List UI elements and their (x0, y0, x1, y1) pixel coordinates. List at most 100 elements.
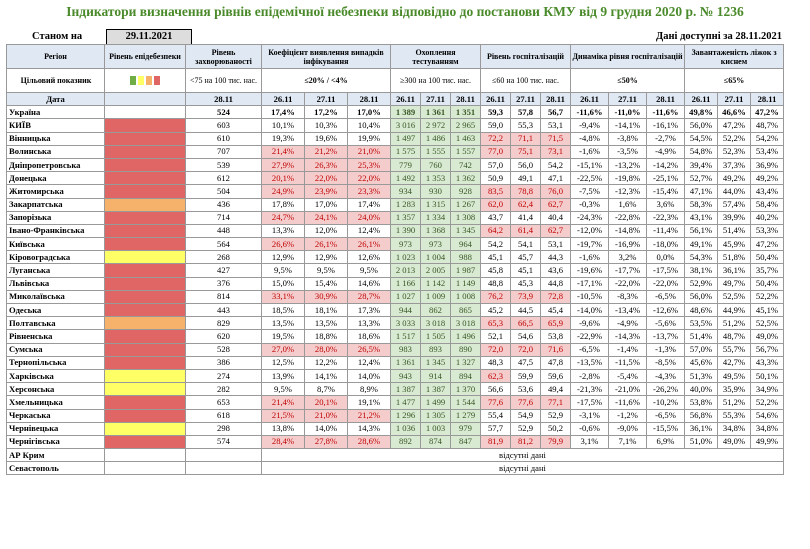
incidence-cell: 436 (185, 197, 262, 212)
oxygen-cell: 49,7% (717, 276, 751, 291)
testing-cell: 1 492 (390, 171, 421, 186)
hosp-dynamics-cell: 7,1% (608, 434, 647, 450)
detection-cell: 28,4% (261, 434, 305, 450)
testing-cell: 1 517 (390, 329, 421, 344)
detection-cell: 21,2% (347, 408, 391, 423)
hosp-dynamics-cell: -17,5% (570, 395, 609, 410)
hosp-dynamics-cell: -12,3% (608, 184, 647, 199)
table-row: Севастополь відсутні дані (6, 461, 784, 476)
hosp-cell: 54,6 (510, 329, 541, 344)
hosp-cell: 44,8 (540, 276, 571, 291)
region-name: Хмельницька (6, 395, 105, 410)
oxygen-cell: 34,8% (717, 421, 751, 436)
oxygen-cell: 54,3% (684, 250, 718, 265)
hosp-cell: 43,7 (480, 210, 511, 225)
oxygen-cell: 48,7% (717, 329, 751, 344)
hosp-dynamics-cell: -14,8% (608, 223, 647, 239)
level-cell (104, 105, 186, 120)
testing-cell: 1 351 (450, 105, 481, 120)
table-row: Вінницька 610 19,3% 19,6% 19,9% 1 497 1 486 1 4… (6, 131, 784, 146)
detection-cell: 12,9% (304, 250, 348, 265)
detection-cell: 9,5% (304, 263, 348, 278)
hosp-dynamics-cell: -1,2% (608, 408, 647, 423)
testing-cell: 1 575 (390, 144, 421, 159)
detection-cell: 22,0% (347, 171, 391, 186)
hosp-cell: 73,9 (510, 289, 541, 305)
region-name: Одеська (6, 302, 105, 318)
detection-cell: 33,1% (261, 289, 305, 305)
detection-cell: 17,0% (347, 105, 391, 120)
target-oxygen: ≤65% (684, 68, 784, 93)
target-hosp: ≤60 на 100 тис. нас. (480, 68, 571, 93)
detection-cell: 19,9% (347, 131, 391, 146)
detection-cell: 21,4% (261, 144, 305, 159)
indicators-table: Регіон Рівень епідебезпеки Рівень захвор… (6, 44, 784, 476)
detection-cell: 18,5% (261, 302, 305, 318)
testing-cell: 1 477 (390, 395, 421, 410)
testing-cell: 779 (390, 157, 421, 173)
oxygen-cell: 52,5% (717, 289, 751, 305)
testing-cell: 1 036 (390, 421, 421, 436)
oxygen-cell: 53,5% (684, 316, 718, 331)
testing-cell: 3 018 (450, 316, 481, 331)
testing-cell: 1 544 (450, 395, 481, 410)
hosp-cell: 53,1 (540, 237, 571, 252)
oxygen-cell: 43,3% (750, 355, 784, 370)
oxygen-cell: 47,1% (684, 184, 718, 199)
incidence-cell: 653 (185, 395, 262, 410)
hosp-cell: 54,2 (540, 157, 571, 173)
oxygen-cell: 52,2% (750, 395, 784, 410)
testing-cell: 1 166 (390, 276, 421, 291)
oxygen-cell: 49,9% (750, 434, 784, 450)
incidence-cell: 274 (185, 368, 262, 384)
oxygen-cell: 55,3% (717, 408, 751, 423)
incidence-cell: 564 (185, 237, 262, 252)
hosp-dynamics-cell: 6,9% (646, 434, 685, 450)
detection-cell: 9,5% (261, 263, 305, 278)
hosp-cell: 81,2 (510, 434, 541, 450)
oxygen-cell: 43,1% (684, 210, 718, 225)
header-incidence: Рівень захворюваності (185, 44, 262, 69)
hosp-cell: 59,9 (510, 368, 541, 384)
level-cell (104, 276, 186, 291)
oxygen-cell: 45,6% (684, 355, 718, 370)
oxygen-cell: 39,9% (717, 210, 751, 225)
hosp-dynamics-cell: -11,4% (646, 223, 685, 239)
hosp-cell: 56,7 (540, 105, 571, 120)
oxygen-cell: 36,1% (717, 263, 751, 278)
hosp-dynamics-cell: -9,6% (570, 316, 609, 331)
oxygen-cell: 51,4% (684, 329, 718, 344)
region-name: Івано-Франківська (6, 223, 105, 239)
oxygen-cell: 50,4% (750, 250, 784, 265)
hosp-cell: 61,4 (510, 223, 541, 239)
region-name: Львівська (6, 276, 105, 291)
hosp-cell: 47,5 (510, 355, 541, 370)
incidence-cell: 574 (185, 434, 262, 450)
detection-cell: 10,4% (347, 118, 391, 133)
level-cell (104, 329, 186, 344)
region-name: АР Крим (6, 448, 105, 463)
date-dyn-2: 27.11 (608, 91, 647, 107)
detection-cell: 13,8% (261, 421, 305, 436)
testing-cell: 979 (450, 421, 481, 436)
hosp-cell: 45,2 (480, 302, 511, 318)
testing-cell: 930 (420, 184, 451, 199)
level-cell (104, 263, 186, 278)
level-cell (104, 118, 186, 133)
level-cell (104, 302, 186, 318)
detection-cell: 26,1% (347, 237, 391, 252)
oxygen-cell: 49,0% (750, 329, 784, 344)
hosp-dynamics-cell: -22,0% (646, 276, 685, 291)
detection-cell: 23,9% (304, 184, 348, 199)
region-name: Чернігівська (6, 434, 105, 450)
oxygen-cell: 43,4% (750, 184, 784, 199)
hosp-dynamics-cell: -1,6% (570, 250, 609, 265)
incidence-cell: 707 (185, 144, 262, 159)
hosp-cell: 53,6 (510, 382, 541, 397)
hosp-dynamics-cell: -4,9% (646, 144, 685, 159)
hosp-dynamics-cell: -12,0% (570, 223, 609, 239)
oxygen-cell: 40,0% (684, 382, 718, 397)
region-name: КИЇВ (6, 118, 105, 133)
hosp-dynamics-cell: -11,6% (646, 105, 685, 120)
level-cell (104, 131, 186, 146)
